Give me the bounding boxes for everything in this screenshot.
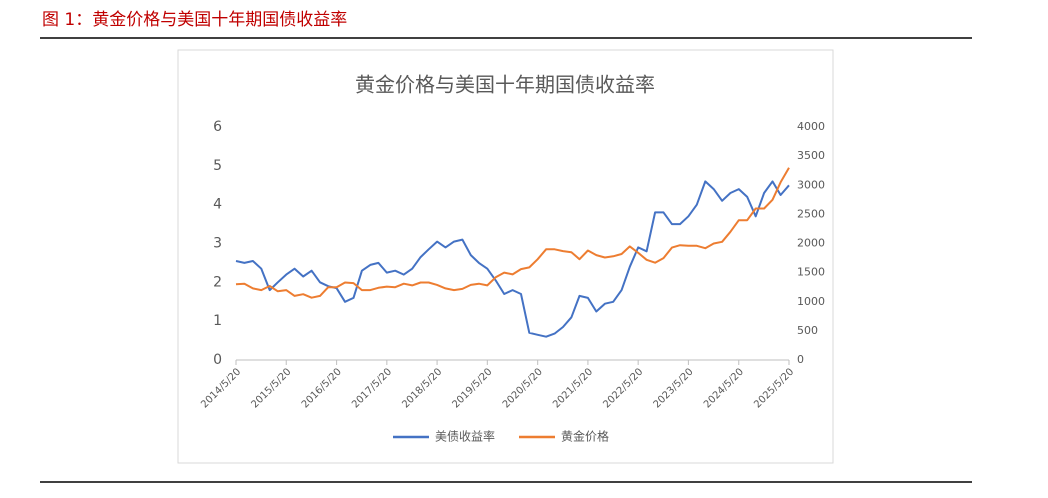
y-tick-label: 4 xyxy=(213,197,222,213)
legend-label: 黄金价格 xyxy=(561,429,609,444)
y-tick-label: 3 xyxy=(213,236,222,252)
y2-tick-label: 2000 xyxy=(797,237,825,250)
y2-tick-label: 1000 xyxy=(797,295,825,308)
y-tick-label: 1 xyxy=(213,313,222,329)
figure-caption: 图 1：黄金价格与美国十年期国债收益率 xyxy=(42,10,347,30)
y-tick-label: 0 xyxy=(213,352,222,368)
series-line xyxy=(235,167,790,299)
chart-frame xyxy=(177,49,834,464)
y2-tick-label: 500 xyxy=(797,324,818,337)
y-tick-label: 6 xyxy=(213,119,222,135)
legend-label: 美债收益率 xyxy=(435,429,495,444)
chart-title: 黄金价格与美国十年期国债收益率 xyxy=(355,73,655,97)
y2-tick-label: 0 xyxy=(797,353,804,366)
y-tick-label: 2 xyxy=(213,274,222,290)
y2-tick-label: 4000 xyxy=(797,120,825,133)
y2-tick-label: 2500 xyxy=(797,207,825,220)
y2-tick-label: 1500 xyxy=(797,266,825,279)
y2-tick-label: 3500 xyxy=(797,149,825,162)
y-tick-label: 5 xyxy=(213,158,222,174)
y2-tick-label: 3000 xyxy=(797,178,825,191)
